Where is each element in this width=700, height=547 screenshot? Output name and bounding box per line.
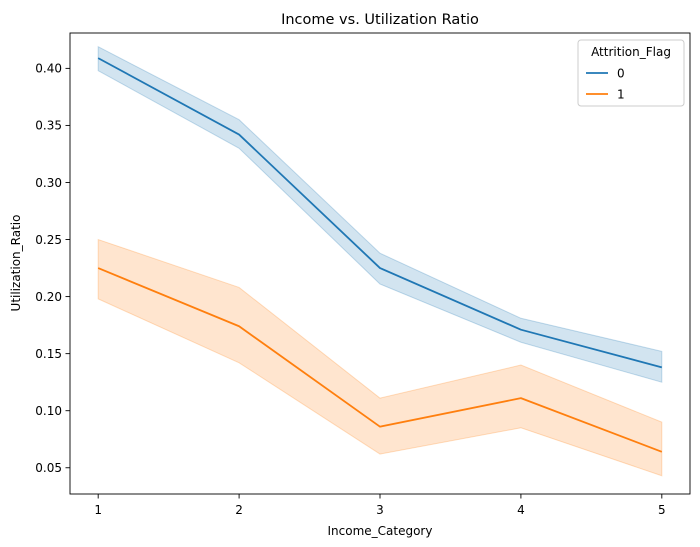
x-axis-ticks: 1 2 3 4 5 (94, 494, 666, 517)
y-tick-label: 0.10 (35, 404, 62, 418)
x-tick-label: 4 (517, 503, 525, 517)
y-tick-label: 0.20 (35, 290, 62, 304)
legend: Attrition_Flag 0 1 (577, 39, 685, 107)
x-tick-label: 2 (235, 503, 243, 517)
legend-label-1: 1 (617, 87, 625, 101)
legend-box (577, 39, 685, 107)
confidence-bands (97, 45, 663, 477)
y-tick-label: 0.05 (35, 461, 62, 475)
legend-title: Attrition_Flag (591, 45, 671, 59)
y-tick-label: 0.35 (35, 119, 62, 133)
x-axis-label: Income_Category (328, 524, 433, 538)
y-axis-label: Utilization_Ratio (9, 215, 23, 312)
y-axis-ticks: 0.05 0.10 0.15 0.20 0.25 0.30 0.35 0.40 (35, 62, 70, 475)
legend-label-0: 0 (617, 66, 625, 80)
x-tick-label: 5 (658, 503, 666, 517)
series-lines (97, 57, 663, 453)
series-1-ci-band (97, 238, 663, 477)
series-0-ci-band (97, 45, 663, 383)
y-tick-label: 0.15 (35, 347, 62, 361)
y-tick-label: 0.25 (35, 233, 62, 247)
chart-title: Income vs. Utilization Ratio (281, 12, 479, 28)
x-tick-label: 1 (94, 503, 102, 517)
y-tick-label: 0.40 (35, 62, 62, 76)
x-tick-label: 3 (376, 503, 384, 517)
plot-frame (69, 32, 691, 495)
y-tick-label: 0.30 (35, 176, 62, 190)
